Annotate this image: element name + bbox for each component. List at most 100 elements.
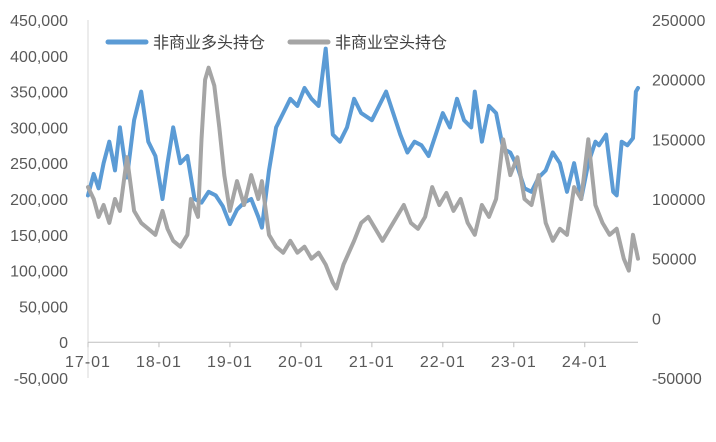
data-point [102, 203, 106, 207]
data-point [193, 197, 196, 201]
data-point [185, 233, 189, 237]
data-point [604, 133, 608, 137]
data-point [441, 111, 445, 115]
data-point [113, 197, 117, 201]
x-tick-label: 19-01 [207, 354, 253, 371]
data-point [217, 125, 221, 129]
data-point [434, 133, 438, 137]
axes-group: -50,000 0 50,000 100,000 150,000 200,000 250,0… [10, 13, 705, 388]
data-point [228, 222, 232, 226]
data-point [565, 190, 569, 194]
data-point [310, 257, 313, 261]
y-right-tick-label: 50000 [652, 252, 697, 269]
data-point [636, 86, 640, 90]
data-point [102, 161, 106, 165]
data-point [267, 233, 271, 237]
data-point [558, 227, 562, 231]
data-point [249, 173, 253, 177]
data-point [207, 190, 211, 194]
data-point [338, 140, 342, 144]
data-point [437, 203, 441, 207]
data-point [161, 197, 164, 201]
data-point [420, 143, 423, 147]
data-point [132, 118, 136, 122]
y-left-tick-label: 50,000 [19, 299, 68, 316]
data-point [113, 168, 117, 172]
data-point [444, 191, 448, 195]
data-point [303, 245, 306, 249]
data-point [342, 263, 345, 267]
data-point [221, 204, 225, 208]
data-point [395, 215, 399, 219]
data-point [260, 179, 264, 183]
data-point [359, 111, 363, 115]
x-tick-label: 18-01 [136, 354, 182, 371]
data-point [487, 215, 491, 219]
data-point [615, 227, 619, 231]
data-point [494, 197, 498, 201]
data-point [317, 104, 321, 108]
data-point [466, 221, 470, 225]
data-point [235, 179, 239, 183]
data-point [430, 185, 434, 189]
data-point [178, 161, 182, 165]
data-point [235, 208, 239, 212]
data-point [377, 104, 381, 108]
data-point [636, 257, 640, 261]
data-point [200, 201, 203, 205]
x-tick-label: 23-01 [491, 354, 537, 371]
data-point [388, 227, 392, 231]
data-point [370, 118, 374, 122]
data-point [427, 154, 431, 158]
data-point [631, 233, 635, 237]
data-point [473, 90, 477, 94]
data-point [452, 209, 455, 213]
data-point [551, 239, 555, 243]
data-point [597, 143, 601, 147]
y-left-tick-label: 250,000 [10, 156, 68, 173]
data-point [413, 140, 416, 144]
data-point [625, 143, 629, 147]
data-point [166, 161, 169, 165]
y-left-tick-label: 200,000 [10, 192, 68, 209]
data-point [324, 47, 328, 51]
data-point [196, 215, 200, 219]
data-point [178, 245, 182, 249]
y-left-tick-label: 150,000 [10, 228, 68, 245]
data-point [480, 140, 484, 144]
legend-item: 非商业多头持仓 [105, 34, 265, 52]
legend: 非商业多头持仓 非商业空头持仓 [105, 34, 447, 52]
data-point [523, 197, 526, 201]
data-point [544, 168, 548, 172]
data-point [416, 227, 420, 231]
data-point [132, 209, 136, 213]
data-point [331, 133, 335, 137]
data-point [352, 97, 356, 101]
data-point [381, 239, 384, 243]
data-point [310, 97, 313, 101]
data-point [166, 227, 169, 231]
data-point [331, 281, 335, 284]
data-point [288, 239, 292, 243]
data-point [345, 125, 349, 129]
data-point [473, 233, 477, 237]
y-left-tick-label: 400,000 [10, 49, 68, 66]
data-point [171, 239, 175, 243]
data-point [593, 140, 597, 144]
data-point [228, 209, 232, 213]
data-point [558, 161, 562, 165]
data-point [423, 215, 427, 219]
y-right-tick-label: -50000 [652, 371, 702, 388]
series-group [86, 46, 640, 291]
y-left-tick-label: 100,000 [10, 264, 68, 281]
data-point [260, 226, 264, 230]
data-point [153, 233, 157, 237]
data-point [620, 140, 624, 144]
data-point [222, 173, 226, 177]
data-point [384, 90, 388, 94]
data-point [97, 186, 101, 190]
data-point [125, 155, 129, 159]
data-point [324, 263, 328, 267]
data-point [448, 125, 452, 129]
